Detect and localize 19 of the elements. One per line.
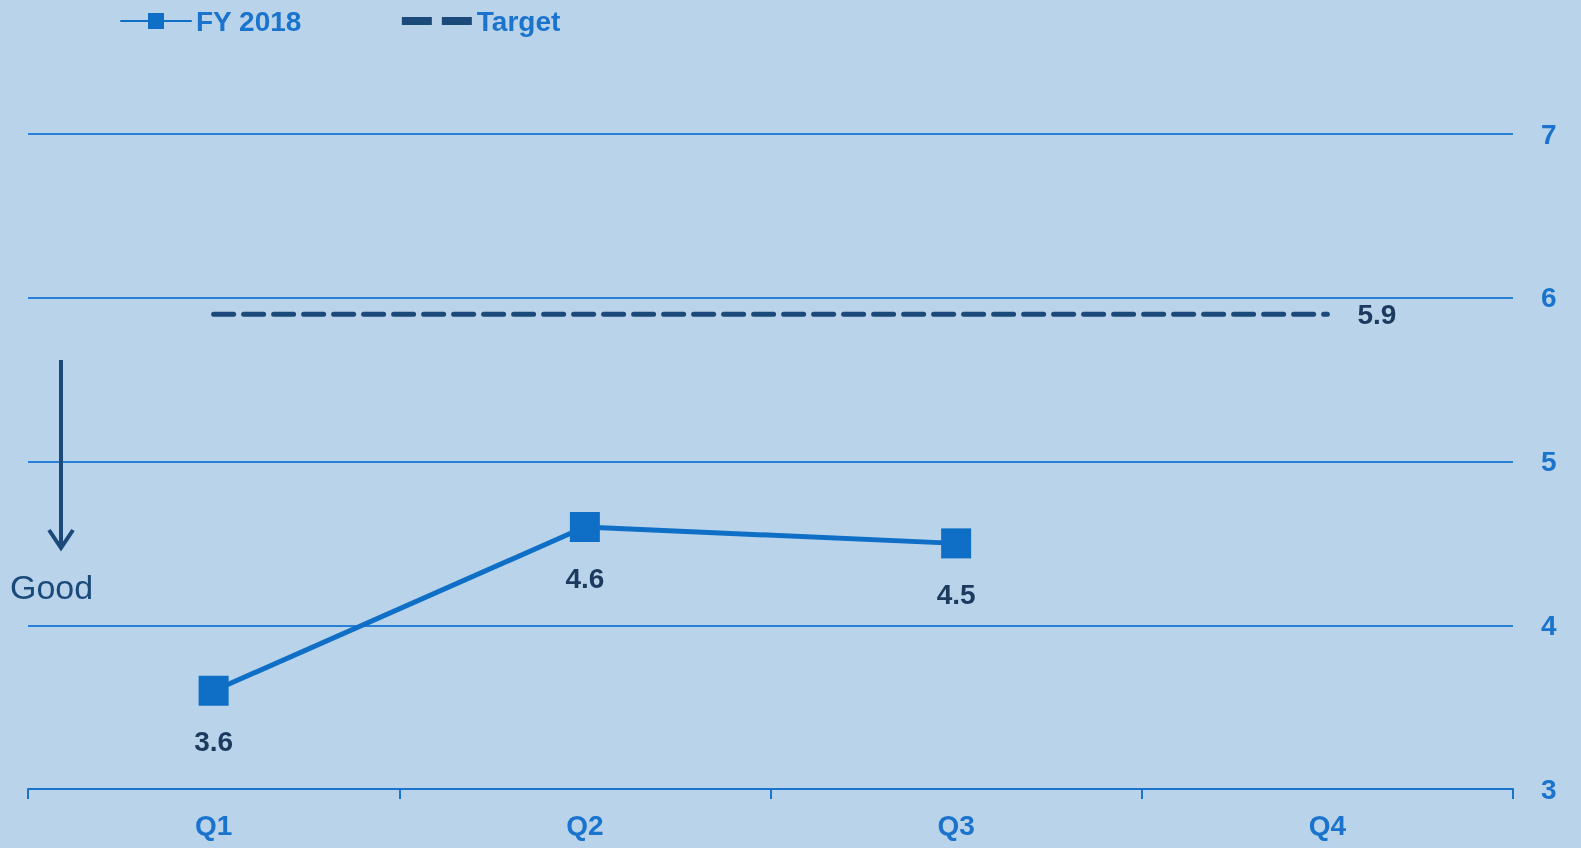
point bbox=[569, 512, 600, 542]
data-label: 5.9 bbox=[1357, 298, 1397, 330]
data-label: 3.6 bbox=[194, 726, 234, 758]
y-tick-label: 3 bbox=[1541, 773, 1557, 805]
y-tick-label: 5 bbox=[1541, 446, 1557, 477]
annotation: Good bbox=[10, 568, 94, 607]
y-tick-label: 6 bbox=[1541, 282, 1557, 314]
data-label: 4.5 bbox=[936, 578, 976, 610]
data-label: 4.6 bbox=[565, 562, 605, 594]
y-tick-label: 4 bbox=[1541, 609, 1557, 641]
legend-label: FY 2018 bbox=[196, 5, 302, 37]
legend-label: Target bbox=[476, 5, 561, 37]
point bbox=[198, 675, 229, 706]
x-tick-label: Q3 bbox=[937, 809, 975, 841]
x-tick-label: Q4 bbox=[1308, 809, 1347, 841]
point bbox=[941, 528, 972, 559]
x-tick-label: Q2 bbox=[566, 809, 604, 841]
x-tick-label: Q1 bbox=[194, 809, 233, 841]
y-tick-label: 7 bbox=[1541, 118, 1557, 150]
